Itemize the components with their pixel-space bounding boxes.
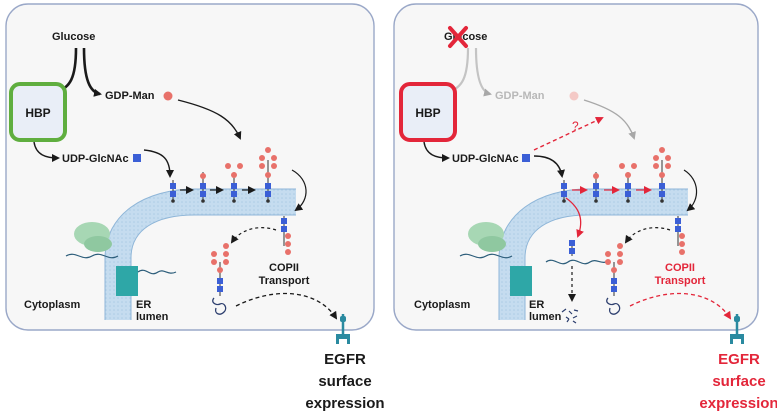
hbp-label: HBP xyxy=(415,106,440,120)
glycoprotein-icon xyxy=(605,243,623,315)
udp-to-glycan-arrow xyxy=(143,149,174,178)
cytoplasm-label: Cytoplasm xyxy=(24,299,80,311)
expression-label: expression xyxy=(699,395,777,412)
er-label: ER xyxy=(529,299,544,311)
copii-transport-arrow xyxy=(629,292,732,320)
er-label: ER xyxy=(136,299,151,311)
surface-label: surface xyxy=(318,373,371,390)
transport-label: Transport xyxy=(655,275,706,287)
hbp-box xyxy=(9,82,67,142)
transfer-arrow xyxy=(291,169,307,212)
egfr-icon xyxy=(336,314,350,344)
glucose-to-gdpman-arrow xyxy=(474,47,492,97)
question-mark: ? xyxy=(572,119,579,133)
udp-glcnac-label: UDP-GlcNAc xyxy=(62,153,129,165)
copii-label: COPII xyxy=(269,262,299,274)
hbp-to-udp-arrow xyxy=(33,141,60,162)
lumen-label: lumen xyxy=(136,311,169,323)
hbp-to-udp-arrow xyxy=(423,141,450,162)
oligosaccharide-transfer-arrow xyxy=(230,227,277,244)
panel-normal: Glucose HBP GDP-Man UDP-GlcNAc xyxy=(5,3,385,412)
glycan-assembly-sequence xyxy=(170,147,277,203)
cytoplasm-label: Cytoplasm xyxy=(414,299,470,311)
unfolded-peptide xyxy=(545,259,607,265)
panel-disrupted: Glucose HBP GDP-Man ? UDP-GlcNAc xyxy=(393,3,777,412)
nascent-peptide xyxy=(137,269,177,275)
egfr-label: EGFR xyxy=(718,351,760,368)
expression-label: expression xyxy=(305,395,384,412)
mannose-icon xyxy=(163,91,173,101)
mrna-strand xyxy=(65,253,119,259)
udp-glcnac-label: UDP-GlcNAc xyxy=(452,153,519,165)
glucose-label: Glucose xyxy=(444,31,487,43)
copii-transport-arrow xyxy=(235,292,338,320)
glycoprotein-icon xyxy=(211,243,229,315)
egfr-label: EGFR xyxy=(324,351,366,368)
gdpman-to-glycan-arrow xyxy=(177,99,242,140)
glycan-assembly-sequence xyxy=(561,147,671,203)
hbp-box xyxy=(399,82,457,142)
gdpman-to-glycan-arrow xyxy=(583,99,636,140)
mrna-strand xyxy=(459,253,513,259)
surface-label: surface xyxy=(712,373,765,390)
copii-label: COPII xyxy=(665,262,695,274)
red-cross-icon xyxy=(448,26,468,48)
gdp-man-label: GDP-Man xyxy=(105,90,155,102)
udp-to-glycan-arrow xyxy=(533,155,565,178)
glucose-label: Glucose xyxy=(52,31,95,43)
lumen-glycan xyxy=(281,216,291,255)
hbp-label: HBP xyxy=(25,106,50,120)
transfer-arrow xyxy=(683,169,698,212)
glucose-to-gdpman-arrow xyxy=(82,47,102,97)
lumen-glycan xyxy=(675,216,685,255)
aberrant-glycan-arrow xyxy=(565,197,584,238)
panel-frame xyxy=(5,3,375,331)
mannose-icon xyxy=(569,91,579,101)
glcnac-icon xyxy=(522,154,530,162)
gdp-man-label: GDP-Man xyxy=(495,90,545,102)
degraded-protein-icon xyxy=(561,308,579,324)
short-glycan xyxy=(569,240,575,256)
transport-label: Transport xyxy=(259,275,310,287)
translocon-icon xyxy=(116,266,138,296)
udp-to-mannose-question-arrow xyxy=(533,116,604,151)
egfr-icon xyxy=(730,314,744,344)
translocon-icon xyxy=(510,266,532,296)
oligosaccharide-transfer-arrow xyxy=(624,227,671,244)
glcnac-icon xyxy=(133,154,141,162)
lumen-label: lumen xyxy=(529,311,562,323)
